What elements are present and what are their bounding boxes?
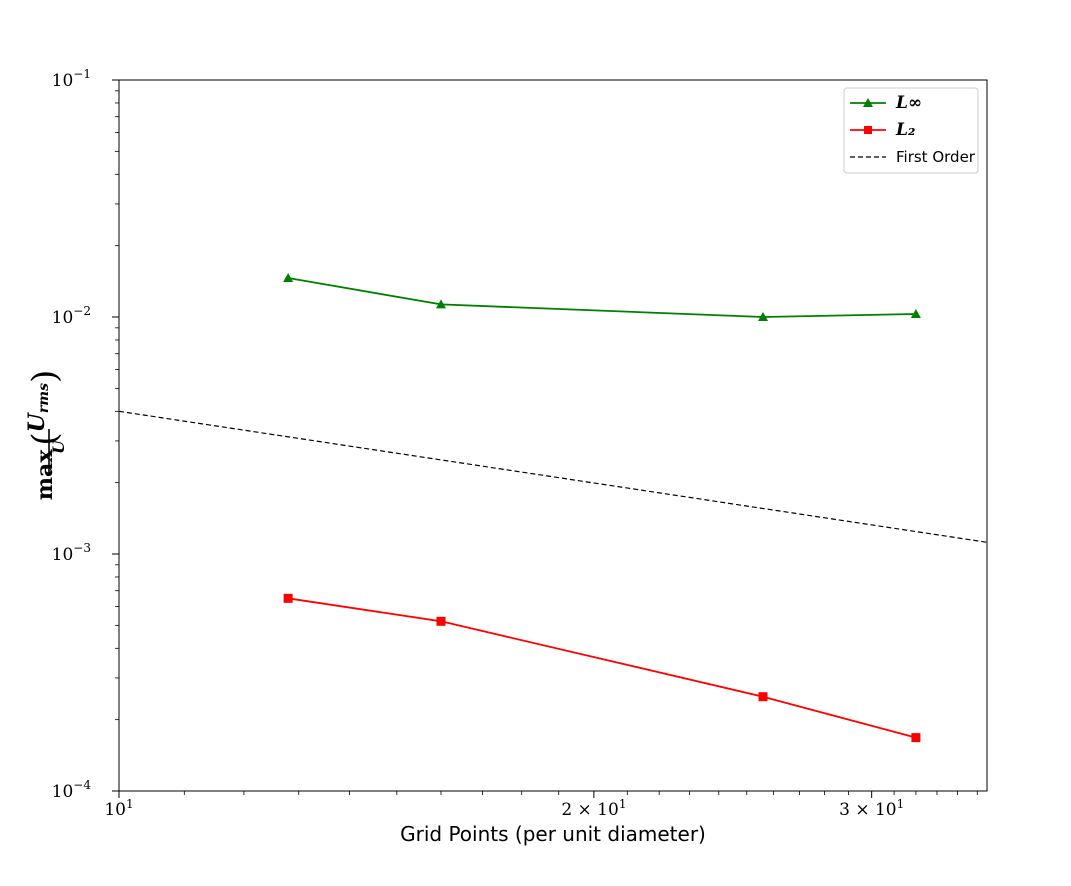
- legend-item-linf: L∞: [850, 93, 922, 113]
- x-tick-label: 101: [104, 797, 133, 820]
- x-tick-label: 2 × 101: [561, 797, 626, 820]
- legend-frame: [843, 87, 979, 174]
- y-axis-ticks: 10−1 10−2 10−3 10−4: [52, 67, 119, 802]
- legend: L∞ L₂ First Order: [843, 87, 979, 174]
- y-tick-label: 10−4: [52, 778, 92, 802]
- svg-text:U: U: [49, 439, 68, 454]
- plot-frame: [118, 79, 988, 792]
- svg-text:max(Urms): max(Urms): [24, 370, 65, 500]
- x-axis-ticks: 101 2 × 101 3 × 101: [104, 791, 978, 820]
- plot-layer: [118, 273, 988, 743]
- data-point: [436, 299, 447, 309]
- data-point: [283, 273, 294, 283]
- svg-text:L∞: L∞: [895, 93, 922, 113]
- series-line-1: [287, 597, 917, 739]
- svg-text:First Order: First Order: [896, 148, 976, 166]
- x-tick-label: 3 × 101: [839, 797, 904, 820]
- series-line-2: [118, 410, 988, 543]
- legend-item-first-order: First Order: [850, 148, 976, 166]
- svg-text:L₂: L₂: [895, 120, 915, 140]
- data-point: [911, 733, 921, 743]
- y-tick-label: 10−1: [52, 67, 91, 91]
- data-point: [758, 692, 768, 702]
- data-point: [283, 593, 293, 603]
- x-axis-label: Grid Points (per unit diameter): [400, 822, 706, 846]
- y-tick-label: 10−2: [52, 304, 91, 328]
- data-point: [436, 616, 446, 626]
- data-point: [758, 312, 769, 321]
- y-tick-label: 10−3: [52, 541, 91, 565]
- data-point: [910, 308, 921, 318]
- y-axis-label: max(Urms) U: [24, 370, 68, 500]
- legend-item-l2: L₂: [850, 120, 915, 140]
- series-line-0: [287, 277, 916, 318]
